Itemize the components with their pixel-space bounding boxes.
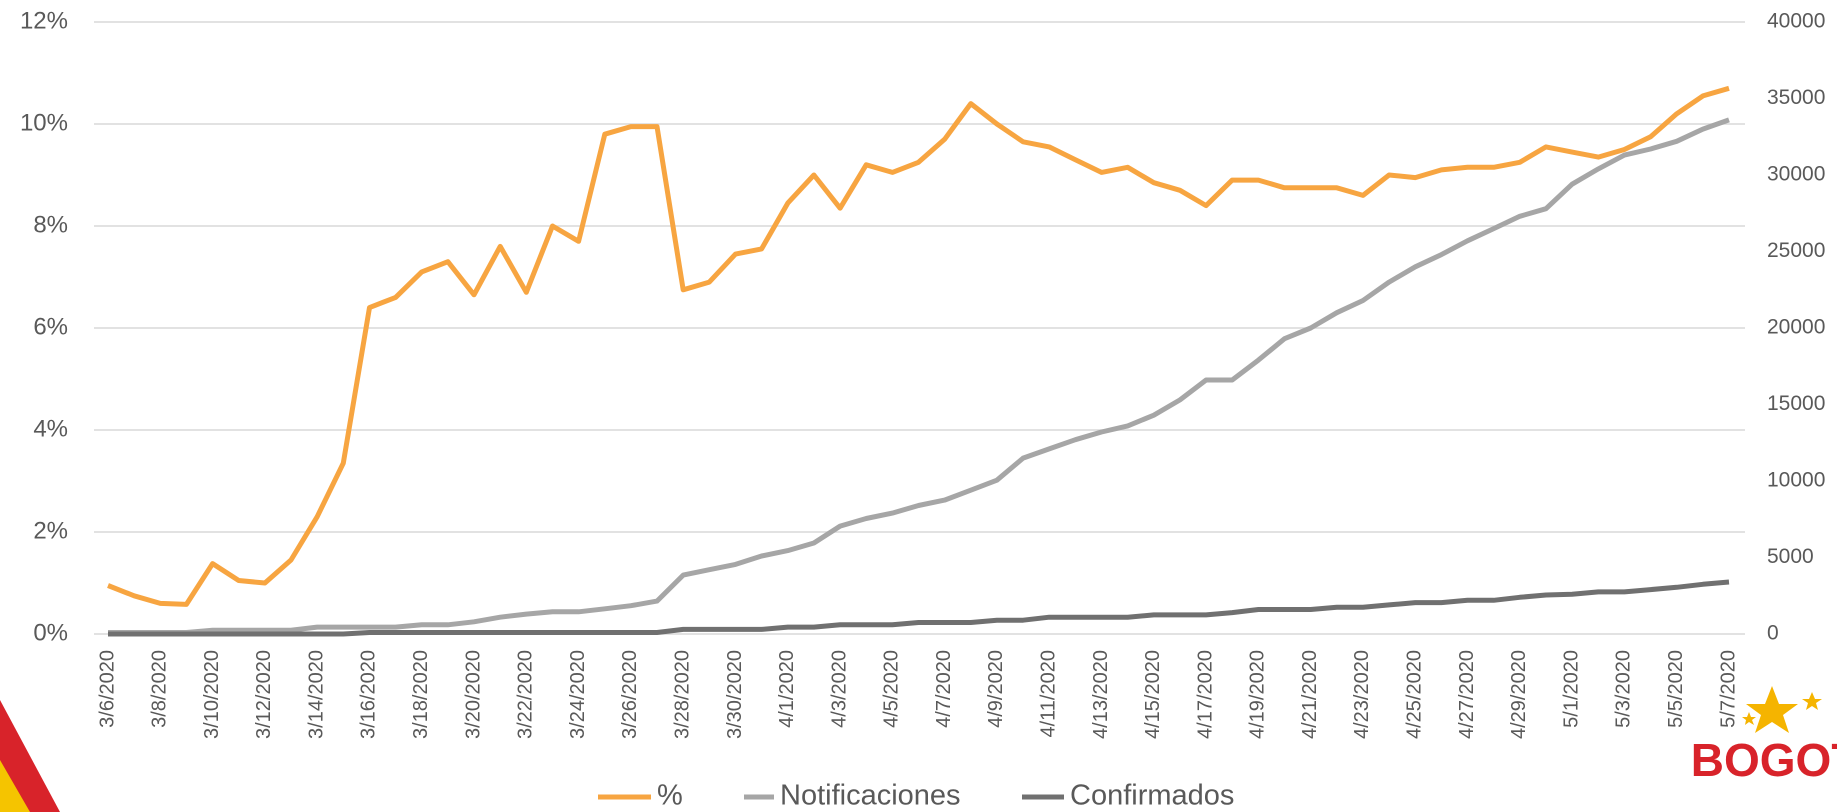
x-tick-label: 3/26/2020	[619, 650, 641, 739]
y2-tick-label: 35000	[1767, 86, 1825, 109]
x-tick-label: 4/27/2020	[1456, 650, 1478, 739]
logo-text: BOGOTA	[1691, 734, 1837, 786]
x-tick-label: 4/29/2020	[1508, 650, 1530, 739]
y-tick-label: 6%	[33, 313, 68, 340]
y2-tick-label: 5000	[1767, 545, 1814, 568]
y2-tick-label: 10000	[1767, 469, 1825, 492]
x-tick-label: 3/10/2020	[201, 650, 223, 739]
legend-label: Confirmados	[1070, 780, 1234, 812]
x-tick-label: 4/23/2020	[1351, 650, 1373, 739]
corner-decoration	[0, 700, 60, 812]
x-tick-label: 5/5/2020	[1665, 650, 1687, 728]
x-tick-label: 3/22/2020	[515, 650, 537, 739]
x-tick-label: 4/13/2020	[1090, 650, 1112, 739]
series-line	[107, 85, 1730, 607]
y-tick-label: 0%	[33, 619, 68, 646]
x-tick-label: 4/19/2020	[1247, 650, 1269, 739]
x-tick-label: 4/5/2020	[881, 650, 903, 728]
legend-label: %	[657, 780, 683, 812]
x-tick-label: 3/24/2020	[567, 650, 589, 739]
x-tick-label: 3/12/2020	[253, 650, 275, 739]
x-tick-label: 3/16/2020	[358, 650, 380, 739]
x-tick-label: 3/20/2020	[462, 650, 484, 739]
x-tick-label: 3/6/2020	[96, 650, 118, 728]
x-tick-label: 4/11/2020	[1038, 650, 1060, 738]
logo-star	[1742, 712, 1756, 725]
series-line	[108, 117, 1730, 635]
legend-label: Notificaciones	[780, 780, 961, 812]
y2-tick-label: 30000	[1767, 163, 1825, 186]
logo-star	[1746, 686, 1798, 733]
y2-tick-label: 40000	[1767, 10, 1825, 33]
x-tick-label: 4/21/2020	[1299, 650, 1321, 739]
y-tick-label: 4%	[33, 415, 68, 442]
x-tick-label: 5/1/2020	[1560, 650, 1582, 728]
x-tick-label: 4/15/2020	[1142, 650, 1164, 739]
x-tick-label: 3/14/2020	[305, 650, 327, 739]
y-tick-label: 8%	[33, 211, 68, 238]
y-tick-label: 12%	[20, 7, 68, 34]
x-tick-label: 4/9/2020	[985, 650, 1007, 728]
x-tick-label: 4/1/2020	[776, 650, 798, 728]
y2-tick-label: 20000	[1767, 316, 1825, 339]
x-tick-label: 3/18/2020	[410, 650, 432, 739]
y-tick-label: 2%	[33, 517, 68, 544]
series-line	[108, 579, 1730, 637]
y2-tick-label: 25000	[1767, 239, 1825, 262]
x-tick-label: 5/7/2020	[1717, 650, 1739, 728]
x-tick-label: 4/17/2020	[1194, 650, 1216, 739]
x-tick-label: 3/30/2020	[724, 650, 746, 739]
logo-star	[1802, 692, 1822, 710]
corner-decoration	[0, 760, 30, 812]
x-tick-label: 3/8/2020	[149, 650, 171, 728]
y-tick-label: 10%	[20, 109, 68, 136]
x-tick-label: 5/3/2020	[1613, 650, 1635, 728]
y2-tick-label: 0	[1767, 622, 1779, 645]
x-tick-label: 4/25/2020	[1404, 650, 1426, 739]
x-tick-label: 3/28/2020	[671, 650, 693, 739]
logo: BOGOTA	[1691, 686, 1837, 786]
x-tick-label: 4/7/2020	[933, 650, 955, 728]
y2-tick-label: 15000	[1767, 392, 1825, 415]
x-tick-label: 4/3/2020	[828, 650, 850, 728]
